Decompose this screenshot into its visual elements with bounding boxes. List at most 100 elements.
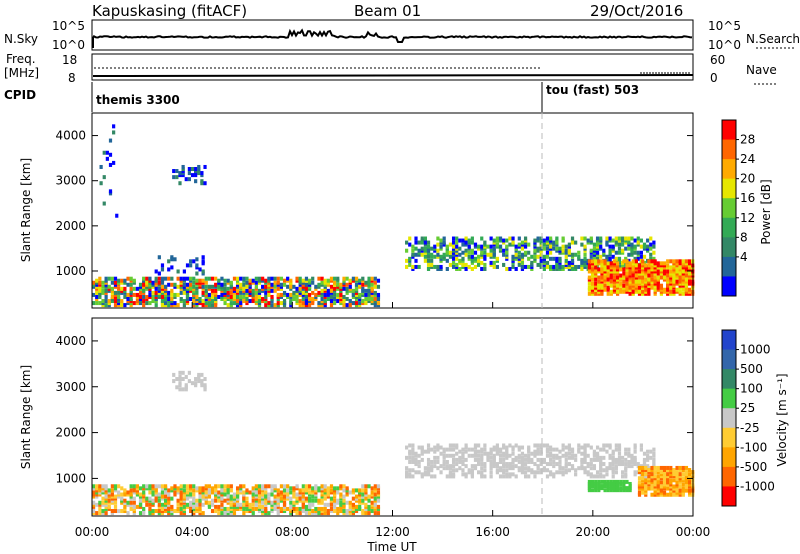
heatmap-cell bbox=[492, 240, 496, 245]
heatmap-cell bbox=[687, 265, 692, 270]
heatmap-cell bbox=[170, 265, 174, 270]
heatmap-cell bbox=[339, 288, 343, 293]
heatmap-cell bbox=[201, 494, 205, 499]
heatmap-cell bbox=[251, 506, 255, 511]
heatmap-cell bbox=[420, 451, 424, 456]
heatmap-cell bbox=[621, 248, 625, 253]
heatmap-cell bbox=[203, 385, 207, 390]
heatmap-cell bbox=[539, 252, 543, 257]
heatmap-cell bbox=[95, 494, 99, 499]
heatmap-cell bbox=[351, 276, 356, 281]
heatmap-cell bbox=[687, 472, 692, 477]
heatmap-cell bbox=[172, 372, 176, 377]
heatmap-cell bbox=[120, 288, 124, 293]
heatmap-cell bbox=[480, 470, 484, 475]
heatmap-cell bbox=[599, 238, 603, 243]
heatmap-cell bbox=[354, 286, 359, 291]
heatmap-cell bbox=[132, 509, 136, 514]
heatmap-cell bbox=[235, 494, 240, 499]
heatmap-cell bbox=[483, 474, 487, 479]
heatmap-cell bbox=[95, 301, 99, 306]
heatmap-cell bbox=[195, 294, 199, 299]
heatmap-cell bbox=[226, 286, 230, 291]
heatmap-cell bbox=[267, 288, 271, 293]
heatmap-cell bbox=[687, 275, 692, 280]
heatmap-cell bbox=[179, 486, 183, 491]
heatmap-cell bbox=[622, 271, 626, 276]
heatmap-cell bbox=[348, 509, 352, 514]
heatmap-cell bbox=[408, 242, 412, 247]
heatmap-cell bbox=[684, 480, 689, 485]
heatmap-cell bbox=[345, 297, 349, 302]
heatmap-cell bbox=[145, 502, 149, 507]
heatmap-cell bbox=[245, 509, 249, 514]
heatmap-cell bbox=[411, 248, 415, 253]
heatmap-cell bbox=[254, 488, 258, 493]
heatmap-cell bbox=[117, 297, 121, 302]
heatmap-cell bbox=[580, 266, 584, 271]
heatmap-cell bbox=[220, 282, 224, 287]
heatmap-cell bbox=[612, 275, 617, 280]
heatmap-cell bbox=[129, 494, 133, 499]
heatmap-cell bbox=[589, 240, 593, 245]
heatmap-cell bbox=[317, 292, 321, 297]
heatmap-cell bbox=[257, 288, 262, 293]
heatmap-cell bbox=[135, 301, 140, 306]
heatmap-cell bbox=[574, 472, 578, 477]
heatmap-cell bbox=[523, 244, 528, 249]
heatmap-cell bbox=[104, 484, 108, 489]
heatmap-cell bbox=[687, 482, 692, 487]
heatmap-cell bbox=[653, 490, 657, 495]
heatmap-cell bbox=[483, 266, 487, 271]
heatmap-cell bbox=[480, 252, 484, 257]
heatmap-cell bbox=[245, 292, 249, 297]
heatmap-cell bbox=[678, 472, 682, 477]
heatmap-cell bbox=[589, 457, 593, 462]
heatmap-cell bbox=[232, 500, 237, 505]
heatmap-cell bbox=[433, 455, 437, 460]
y-tick-label: 1000 bbox=[55, 471, 86, 485]
heatmap-cell bbox=[176, 502, 180, 507]
heatmap-cell bbox=[408, 236, 412, 241]
heatmap-cell bbox=[659, 285, 664, 290]
heatmap-cell bbox=[637, 265, 642, 270]
heatmap-cell bbox=[612, 488, 617, 493]
heatmap-cell bbox=[267, 496, 271, 501]
heatmap-cell bbox=[502, 443, 506, 448]
heatmap-cell bbox=[185, 490, 190, 495]
heatmap-cell bbox=[536, 254, 540, 259]
heatmap-cell bbox=[508, 453, 512, 458]
heatmap-cell bbox=[273, 488, 277, 493]
heatmap-cell bbox=[505, 472, 509, 477]
heatmap-cell bbox=[232, 286, 237, 291]
heatmap-cell bbox=[203, 377, 207, 382]
heatmap-cell bbox=[163, 276, 168, 281]
heatmap-cell bbox=[195, 282, 199, 287]
heatmap-cell bbox=[239, 502, 243, 507]
heatmap-cell bbox=[608, 443, 612, 448]
heatmap-cell bbox=[195, 271, 199, 276]
heatmap-cell bbox=[678, 291, 682, 296]
heatmap-cell bbox=[351, 509, 356, 514]
heatmap-cell bbox=[470, 453, 474, 458]
heatmap-cell bbox=[194, 169, 198, 174]
heatmap-cell bbox=[110, 290, 114, 295]
heatmap-cell bbox=[492, 260, 496, 265]
heatmap-cell bbox=[621, 264, 625, 269]
heatmap-cell bbox=[370, 286, 374, 291]
heatmap-cell bbox=[592, 464, 597, 469]
heatmap-cell bbox=[314, 494, 318, 499]
heatmap-cell bbox=[123, 509, 127, 514]
heatmap-cell bbox=[204, 486, 208, 491]
heatmap-cell bbox=[239, 506, 243, 511]
heatmap-cell bbox=[339, 484, 343, 489]
heatmap-cell bbox=[282, 282, 287, 287]
heatmap-cell bbox=[552, 447, 556, 452]
heatmap-cell bbox=[586, 238, 590, 243]
heatmap-cell bbox=[436, 254, 440, 259]
heatmap-cell bbox=[489, 244, 493, 249]
heatmap-cell bbox=[108, 189, 113, 194]
heatmap-cell bbox=[154, 269, 158, 274]
heatmap-cell bbox=[98, 294, 102, 299]
heatmap-cell bbox=[523, 240, 528, 245]
